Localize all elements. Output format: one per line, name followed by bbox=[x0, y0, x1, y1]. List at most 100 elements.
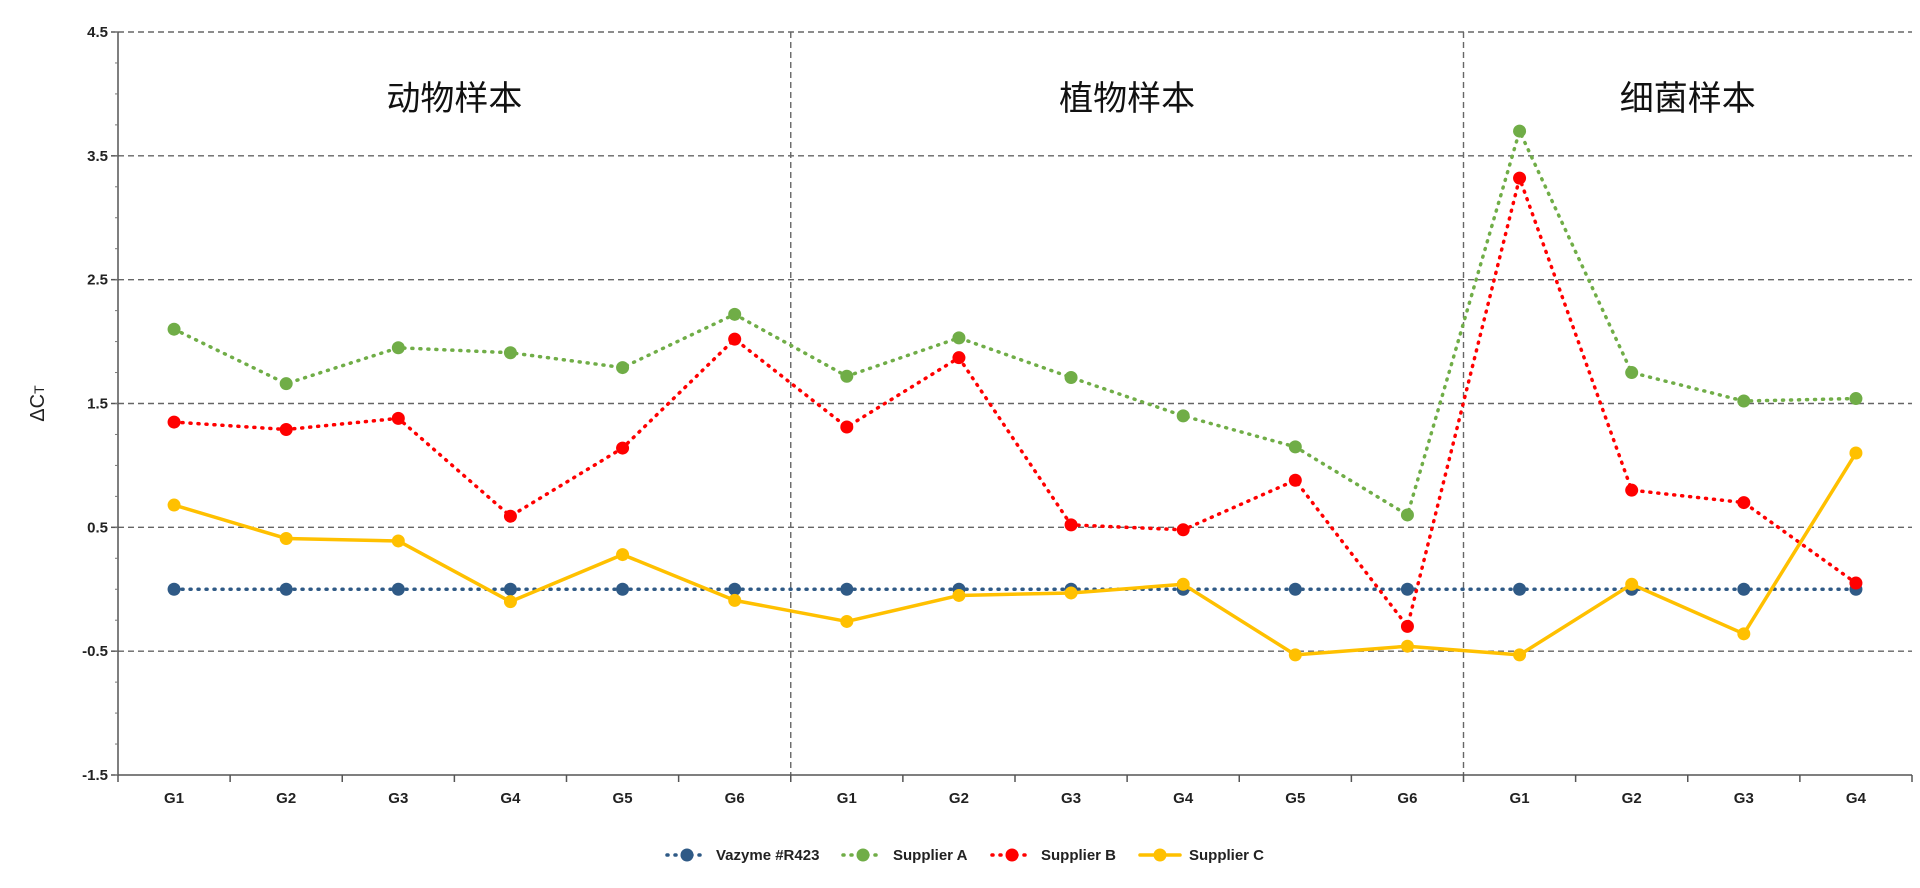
data-point bbox=[167, 415, 181, 429]
legend-label: Vazyme #R423 bbox=[716, 847, 819, 864]
data-point bbox=[391, 534, 405, 548]
legend-marker bbox=[1005, 848, 1019, 862]
data-point bbox=[1513, 582, 1527, 596]
data-point bbox=[1176, 523, 1190, 537]
data-point bbox=[616, 548, 630, 562]
data-point bbox=[503, 595, 517, 609]
legend-marker bbox=[680, 848, 694, 862]
data-point bbox=[167, 322, 181, 336]
data-point bbox=[1288, 648, 1302, 662]
data-point bbox=[503, 582, 517, 596]
y-tick-label: 2.5 bbox=[87, 272, 108, 289]
x-tick-label: G2 bbox=[949, 790, 969, 807]
data-point bbox=[1737, 582, 1751, 596]
data-point bbox=[1288, 582, 1302, 596]
legend-item: Supplier B bbox=[990, 847, 1116, 864]
data-point bbox=[1849, 576, 1863, 590]
data-point bbox=[1625, 577, 1639, 591]
data-point bbox=[1400, 582, 1414, 596]
x-tick-label: G4 bbox=[1846, 790, 1867, 807]
data-point bbox=[503, 509, 517, 523]
legend-item: Vazyme #R423 bbox=[665, 847, 819, 864]
series-line bbox=[172, 129, 1858, 517]
data-point bbox=[1625, 483, 1639, 497]
data-point bbox=[1400, 619, 1414, 633]
y-axis-title: ΔCT bbox=[27, 385, 49, 422]
y-tick-label: -1.5 bbox=[82, 767, 108, 784]
legend-label: Supplier A bbox=[893, 847, 968, 864]
data-point bbox=[1064, 370, 1078, 384]
section-label-1: 植物样本 bbox=[1059, 79, 1195, 119]
data-point bbox=[279, 423, 293, 437]
data-point bbox=[616, 441, 630, 455]
y-tick-label: 3.5 bbox=[87, 148, 108, 165]
data-point bbox=[1737, 496, 1751, 510]
x-tick-label: G6 bbox=[1397, 790, 1417, 807]
data-point bbox=[840, 420, 854, 434]
x-tick-label: G3 bbox=[1734, 790, 1754, 807]
data-point bbox=[1849, 446, 1863, 460]
y-axis-title-main: ΔC bbox=[27, 394, 49, 422]
data-point bbox=[840, 369, 854, 383]
axes: 4.5 3.5 2.5 1.5 0.5 -0.5 -1.5 G1 G2 G3 G4 G5 G6 G1 G2 G… bbox=[82, 24, 1913, 807]
data-point bbox=[1400, 639, 1414, 653]
legend-marker bbox=[856, 848, 870, 862]
data-point bbox=[728, 332, 742, 346]
legend-item: Supplier A bbox=[841, 847, 968, 864]
series-supplier-a bbox=[167, 124, 1863, 522]
x-tick-label: G5 bbox=[1285, 790, 1305, 807]
y-axis-title-sub: T bbox=[31, 385, 47, 394]
data-point bbox=[840, 614, 854, 628]
data-point bbox=[1849, 392, 1863, 406]
data-point bbox=[1737, 394, 1751, 408]
data-point bbox=[1625, 366, 1639, 380]
x-tick-label: G2 bbox=[276, 790, 296, 807]
legend-marker bbox=[1153, 848, 1167, 862]
y-tick-label: 4.5 bbox=[87, 24, 108, 41]
section-label-0: 动物样本 bbox=[386, 79, 522, 119]
data-point bbox=[616, 361, 630, 375]
data-point bbox=[1064, 586, 1078, 600]
data-point bbox=[1737, 627, 1751, 641]
grid-lines bbox=[118, 31, 1912, 775]
section-labels: 动物样本 植物样本 细菌样本 bbox=[386, 79, 1755, 119]
legend-item: Supplier C bbox=[1138, 847, 1264, 864]
data-point bbox=[279, 582, 293, 596]
x-tick-label: G2 bbox=[1622, 790, 1642, 807]
y-tick-label: -0.5 bbox=[82, 643, 108, 660]
data-point bbox=[1176, 409, 1190, 423]
data-point bbox=[167, 498, 181, 512]
data-point bbox=[840, 582, 854, 596]
data-point bbox=[616, 582, 630, 596]
data-point bbox=[167, 582, 181, 596]
data-point bbox=[1513, 171, 1527, 185]
data-point bbox=[1513, 648, 1527, 662]
data-point bbox=[728, 582, 742, 596]
x-tick-label: G4 bbox=[500, 790, 521, 807]
series-supplier-c bbox=[167, 446, 1863, 662]
legend-label: Supplier C bbox=[1189, 847, 1264, 864]
data-point bbox=[279, 531, 293, 545]
data-point bbox=[728, 307, 742, 321]
data-point bbox=[391, 341, 405, 355]
data-point bbox=[1513, 124, 1527, 138]
data-point bbox=[503, 346, 517, 360]
data-point bbox=[391, 411, 405, 425]
series bbox=[167, 124, 1863, 662]
data-point bbox=[391, 582, 405, 596]
x-tick-label: G1 bbox=[837, 790, 857, 807]
series-supplier-b bbox=[167, 171, 1863, 633]
data-point bbox=[1176, 577, 1190, 591]
data-point bbox=[279, 377, 293, 391]
data-point bbox=[728, 593, 742, 607]
x-tick-label: G3 bbox=[1061, 790, 1081, 807]
x-tick-label: G1 bbox=[1510, 790, 1530, 807]
x-tick-label: G5 bbox=[613, 790, 633, 807]
series-line bbox=[172, 176, 1858, 629]
data-point bbox=[952, 588, 966, 602]
series-line bbox=[172, 451, 1858, 657]
x-tick-label: G3 bbox=[388, 790, 408, 807]
x-tick-label: G1 bbox=[164, 790, 184, 807]
data-point bbox=[1400, 508, 1414, 522]
